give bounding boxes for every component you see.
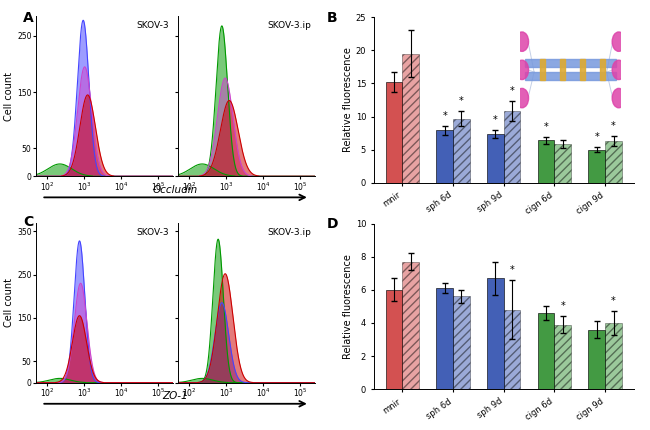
Text: Occludin: Occludin [153, 185, 198, 195]
Ellipse shape [612, 60, 625, 80]
Text: SKOV-3.ip: SKOV-3.ip [267, 21, 311, 30]
Text: A: A [23, 11, 34, 25]
Bar [385, 82, 402, 183]
Ellipse shape [612, 32, 625, 51]
Bar [402, 262, 419, 389]
Ellipse shape [515, 60, 528, 80]
Bar [402, 54, 419, 183]
Ellipse shape [515, 89, 528, 108]
Text: SKOV-3: SKOV-3 [136, 21, 169, 30]
Bar [605, 141, 622, 183]
Bar [487, 135, 504, 183]
Text: *: * [510, 265, 515, 275]
Bar [554, 325, 571, 389]
Text: *: * [442, 111, 447, 121]
Bar [504, 310, 521, 389]
Bar [525, 72, 616, 80]
Bar [453, 296, 470, 389]
Bar [436, 130, 453, 183]
Bar [580, 59, 585, 80]
Text: D: D [327, 217, 339, 231]
Y-axis label: Cell count: Cell count [5, 72, 14, 121]
Bar [385, 290, 402, 389]
Text: *: * [611, 296, 616, 306]
Text: *: * [544, 122, 549, 132]
Bar [600, 59, 605, 80]
Text: ZO-1: ZO-1 [162, 391, 188, 401]
Legend: SKOV-3, SKOV-3.ip: SKOV-3, SKOV-3.ip [437, 248, 570, 264]
Bar [540, 59, 545, 80]
Bar [525, 59, 616, 67]
Text: C: C [23, 215, 33, 229]
Text: *: * [493, 116, 498, 126]
Y-axis label: Cell count: Cell count [4, 278, 14, 327]
Text: *: * [459, 95, 463, 106]
Bar [504, 111, 521, 183]
Text: *: * [510, 86, 515, 96]
Text: B: B [327, 11, 337, 25]
Y-axis label: Relative fluorescence: Relative fluorescence [343, 48, 353, 152]
Bar [588, 150, 605, 183]
Bar [453, 119, 470, 183]
Y-axis label: Relative fluorescence: Relative fluorescence [343, 254, 353, 359]
Bar [560, 59, 565, 80]
Bar [436, 288, 453, 389]
Text: *: * [560, 301, 566, 311]
Text: SKOV-3: SKOV-3 [136, 227, 169, 236]
Bar [605, 323, 622, 389]
Text: *: * [611, 121, 616, 131]
Bar [538, 313, 554, 389]
Text: SKOV-3.ip: SKOV-3.ip [267, 227, 311, 236]
Bar [487, 278, 504, 389]
Bar [538, 140, 554, 183]
Text: *: * [595, 132, 599, 142]
Bar [588, 329, 605, 389]
Ellipse shape [612, 89, 625, 108]
Ellipse shape [515, 32, 528, 51]
Bar [554, 144, 571, 183]
